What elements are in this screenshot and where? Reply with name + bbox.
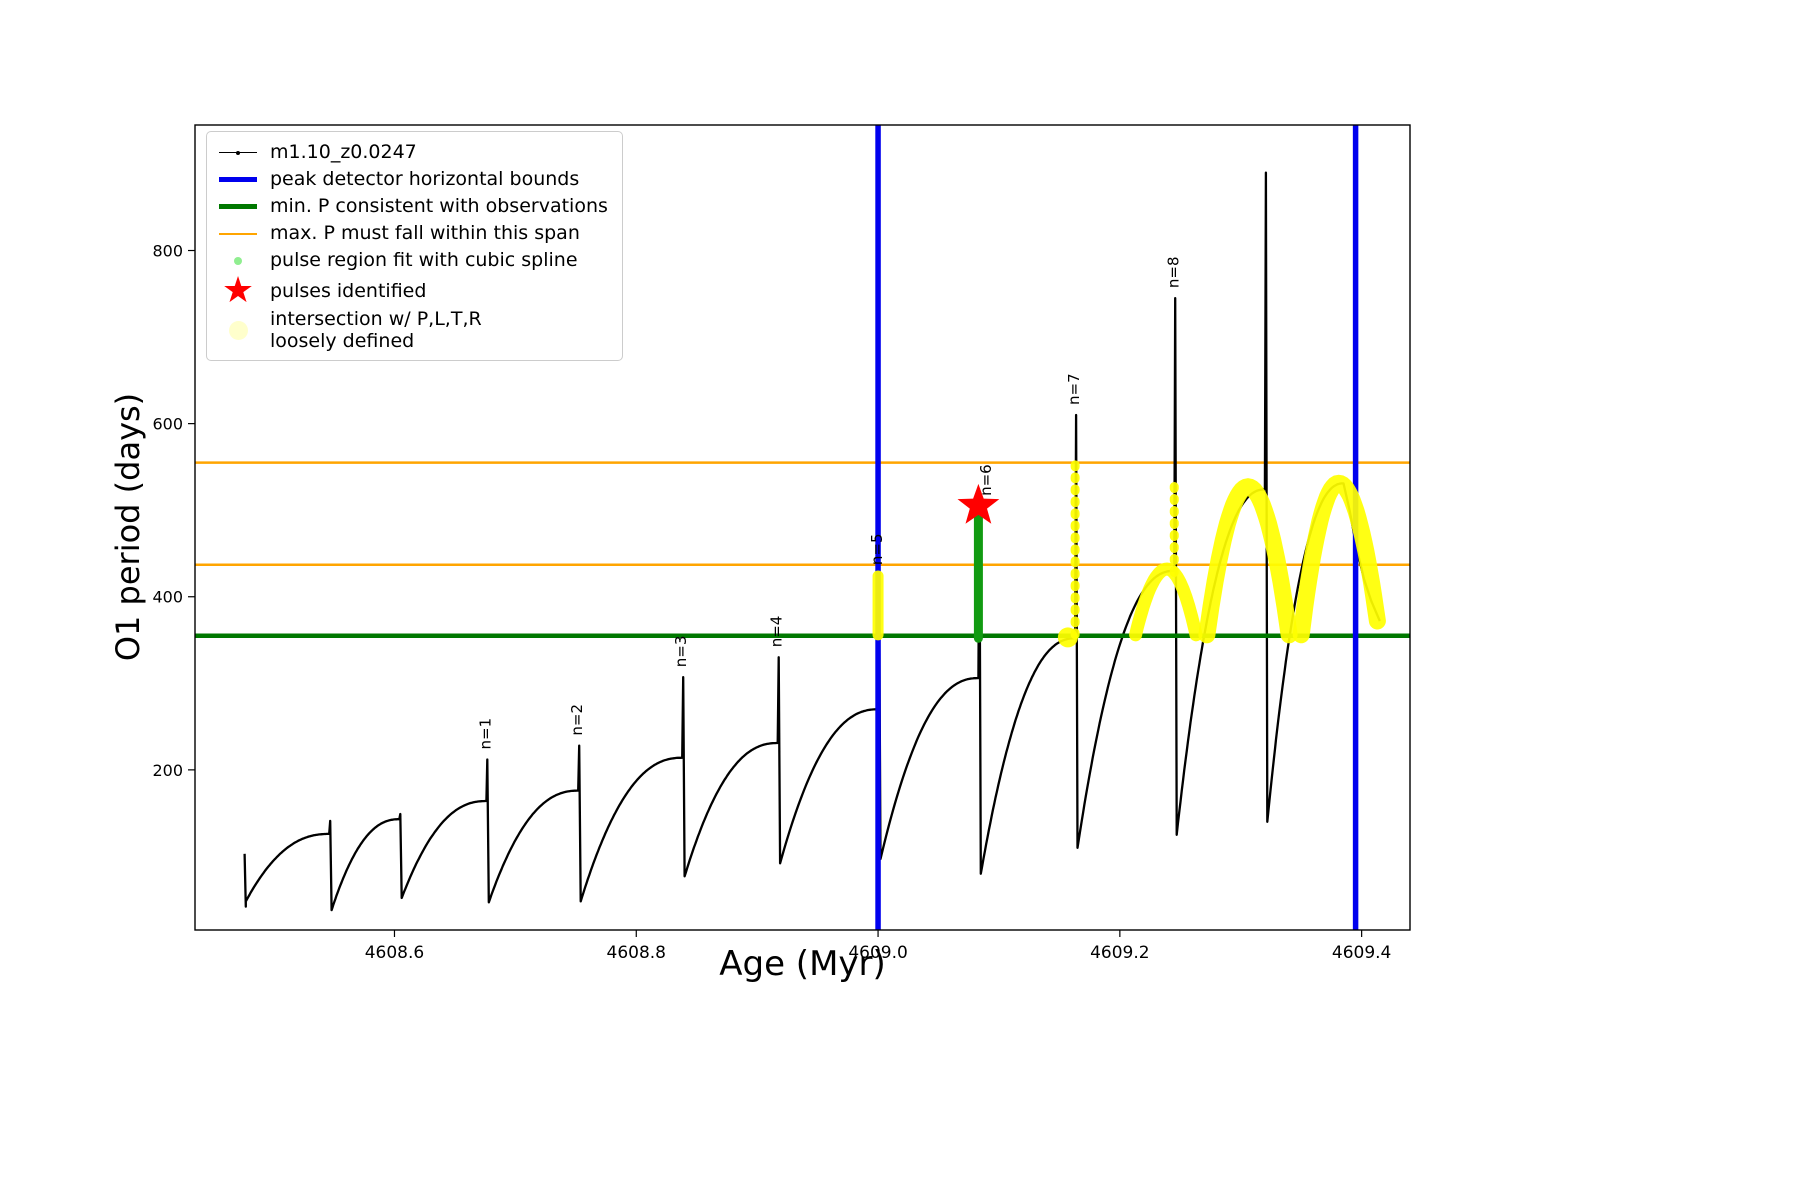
legend-item: intersection w/ P,L,T,R loosely defined xyxy=(215,308,608,353)
x-ticks: 4608.6 4608.8 4609.0 4609.2 4609.4 xyxy=(365,930,1391,963)
svg-text:400: 400 xyxy=(152,588,183,607)
legend-item-label: peak detector horizontal bounds xyxy=(270,168,580,191)
x-axis-label: Age (Myr) xyxy=(719,944,886,984)
legend-line-swatch xyxy=(219,177,257,182)
peak-detector-bounds xyxy=(875,125,1359,930)
svg-text:600: 600 xyxy=(152,415,183,434)
legend-line-swatch xyxy=(219,204,257,209)
svg-text:4609.2: 4609.2 xyxy=(1090,943,1149,963)
legend-item-label: intersection w/ P,L,T,R loosely defined xyxy=(270,308,482,353)
svg-text:4608.8: 4608.8 xyxy=(607,943,666,963)
pulse-star xyxy=(957,483,1000,524)
y-ticks: 200 400 600 800 xyxy=(152,242,195,780)
legend-item: peak detector horizontal bounds xyxy=(215,166,608,193)
svg-text:n=4: n=4 xyxy=(768,616,786,648)
legend-item-label: m1.10_z0.0247 xyxy=(270,141,417,164)
svg-text:4609.4: 4609.4 xyxy=(1332,943,1391,963)
svg-text:4609.0: 4609.0 xyxy=(848,943,907,963)
svg-text:n=7: n=7 xyxy=(1065,373,1083,405)
legend-line-swatch xyxy=(219,232,257,235)
legend-item: ★ pulses identified xyxy=(215,270,608,311)
max-P-span-lines xyxy=(195,461,1410,566)
legend-item-label: pulses identified xyxy=(270,279,427,302)
svg-text:n=8: n=8 xyxy=(1164,256,1182,288)
svg-text:n=2: n=2 xyxy=(568,704,586,736)
legend-item: min. P consistent with observations xyxy=(215,193,608,220)
legend-item-label: min. P consistent with observations xyxy=(270,195,608,218)
y-axis-label: O1 period (days) xyxy=(109,392,147,662)
svg-text:800: 800 xyxy=(152,242,183,261)
peak-labels: n=1 n=2 n=3 n=4 n=5 n=6 n=7 n=8 xyxy=(476,256,1182,749)
axes-frame xyxy=(194,124,1411,931)
svg-text:4608.6: 4608.6 xyxy=(365,943,424,963)
svg-text:200: 200 xyxy=(152,761,183,780)
legend-item-label: pulse region fit with cubic spline xyxy=(270,249,578,272)
legend-item: max. P must fall within this span xyxy=(215,220,608,247)
legend-item: m1.10_z0.0247 xyxy=(215,139,608,166)
series-curve xyxy=(243,171,1381,912)
star-icon: ★ xyxy=(221,270,255,311)
svg-text:n=1: n=1 xyxy=(476,718,494,750)
legend-item: pulse region fit with cubic spline xyxy=(215,247,608,274)
legend-dot-swatch xyxy=(228,320,248,340)
svg-text:n=3: n=3 xyxy=(672,636,690,668)
svg-text:n=6: n=6 xyxy=(977,464,995,496)
legend-dot-swatch xyxy=(234,256,242,265)
yellow-intersections xyxy=(872,455,1386,648)
legend-item-label: max. P must fall within this span xyxy=(270,222,580,245)
svg-text:n=5: n=5 xyxy=(868,533,886,565)
legend-line-dot-swatch xyxy=(219,150,257,155)
